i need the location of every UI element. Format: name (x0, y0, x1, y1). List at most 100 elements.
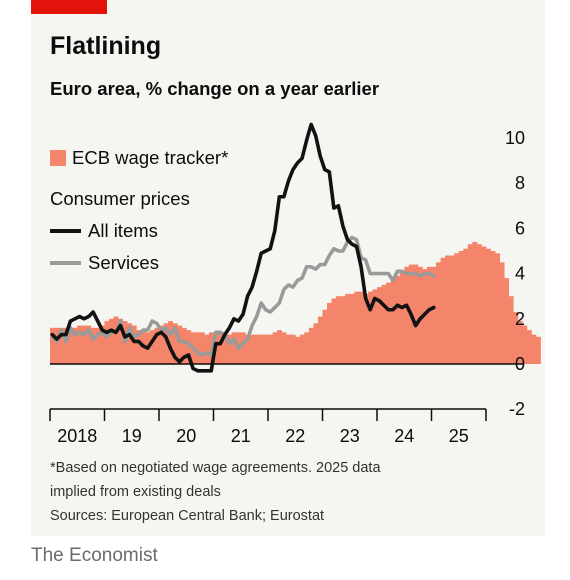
wage-bar (504, 278, 510, 364)
chart-subtitle: Euro area, % change on a year earlier (50, 78, 380, 99)
wage-bar (413, 264, 419, 364)
x-tick-label: 22 (285, 426, 305, 446)
services-legend-swatch (50, 261, 81, 265)
wage-bar (349, 293, 355, 364)
wage-bar (227, 334, 233, 364)
wage-bar (290, 334, 296, 364)
wage-bar (322, 309, 328, 364)
wage-bar (440, 257, 446, 364)
wage-bar (399, 271, 405, 364)
all-items-legend-label: All items (88, 220, 158, 241)
brand-accent-bar (31, 0, 107, 14)
x-tick-label: 19 (122, 426, 142, 446)
wage-bar (386, 282, 391, 364)
wage-bar (345, 293, 351, 364)
wage-bar (231, 332, 237, 364)
y-tick-label: 8 (515, 173, 525, 193)
wage-bar (204, 334, 210, 364)
wage-bar (59, 327, 64, 364)
y-tick-label: 10 (505, 128, 525, 148)
wage-bar (163, 323, 169, 364)
wage-bar (95, 327, 101, 364)
wage-bar (99, 325, 105, 364)
wage-bar (531, 334, 537, 364)
wage-bar (313, 323, 319, 364)
wage-bar (381, 284, 387, 364)
footnote-line-1: *Based on negotiated wage agreements. 20… (50, 460, 381, 476)
wage-bar (81, 325, 87, 364)
wage-bar (263, 334, 269, 364)
wage-bar (268, 334, 273, 364)
x-tick-label: 21 (231, 426, 251, 446)
wage-bar (367, 291, 373, 364)
wage-bar (299, 334, 305, 364)
y-tick-label: 2 (515, 309, 525, 329)
wage-legend-swatch (50, 150, 66, 166)
wage-bar (481, 246, 487, 364)
wage-bar (50, 327, 55, 364)
x-tick-label: 20 (176, 426, 196, 446)
wage-bar (254, 334, 260, 364)
wage-bar (390, 280, 396, 364)
wage-bar (495, 253, 500, 364)
all-items-line (50, 122, 436, 373)
wage-bar (277, 330, 282, 364)
services-legend-label: Services (88, 252, 159, 273)
wage-bar (113, 316, 119, 364)
wage-bar (499, 262, 505, 364)
wage-bar (377, 287, 382, 364)
wage-bar (372, 289, 378, 364)
wage-bar (86, 325, 92, 364)
wage-bar (458, 251, 464, 364)
wage-bar (449, 255, 455, 364)
wage-bar (258, 334, 264, 364)
wage-bar (463, 248, 469, 364)
wage-bar (90, 327, 96, 364)
wage-bar (168, 321, 173, 364)
all-items-legend-swatch (50, 229, 81, 233)
x-tick-label: 25 (449, 426, 469, 446)
y-tick-label: 4 (515, 264, 525, 284)
wage-bar (317, 316, 323, 364)
wage-bar (72, 327, 78, 364)
wage-bar (154, 327, 160, 364)
wage-bar (336, 296, 342, 364)
wage-bar (177, 325, 183, 364)
wage-bar (159, 325, 164, 364)
y-tick-label: -2 (509, 399, 525, 419)
wage-bar (522, 325, 528, 364)
footnote-line-2: implied from existing deals (50, 484, 221, 500)
wage-bar (118, 318, 124, 364)
wage-bar (363, 293, 369, 364)
wage-legend-label: ECB wage tracker* (72, 147, 229, 168)
wage-bar (249, 334, 255, 364)
wage-bar (131, 325, 137, 364)
wage-bar (508, 296, 514, 364)
wage-bar (127, 323, 133, 364)
price-lines (50, 122, 436, 373)
x-tick-label: 23 (340, 426, 360, 446)
wage-bar (526, 330, 532, 364)
wage-bar (199, 332, 205, 364)
wage-bar (54, 327, 60, 364)
wage-bar (136, 330, 142, 364)
wage-bar (186, 330, 192, 364)
wage-bar (272, 332, 278, 364)
wage-bar (109, 318, 114, 364)
wage-bar (327, 302, 332, 364)
wage-bar (395, 275, 401, 364)
wage-bar (286, 334, 292, 364)
x-tick-label: 2018 (57, 426, 97, 446)
wage-bar (404, 266, 410, 364)
wage-bar (195, 332, 201, 364)
wage-bar (281, 332, 287, 364)
wage-bar (436, 262, 441, 364)
chart-title: Flatlining (50, 32, 162, 60)
wage-bar (240, 332, 246, 364)
wage-bar (535, 336, 541, 364)
wage-bar (417, 266, 423, 364)
y-axis: 10 8 6 4 2 0 -2 (505, 128, 525, 419)
wage-bar (354, 291, 360, 364)
x-axis: 2018 19 20 21 22 23 24 25 (49, 408, 487, 446)
